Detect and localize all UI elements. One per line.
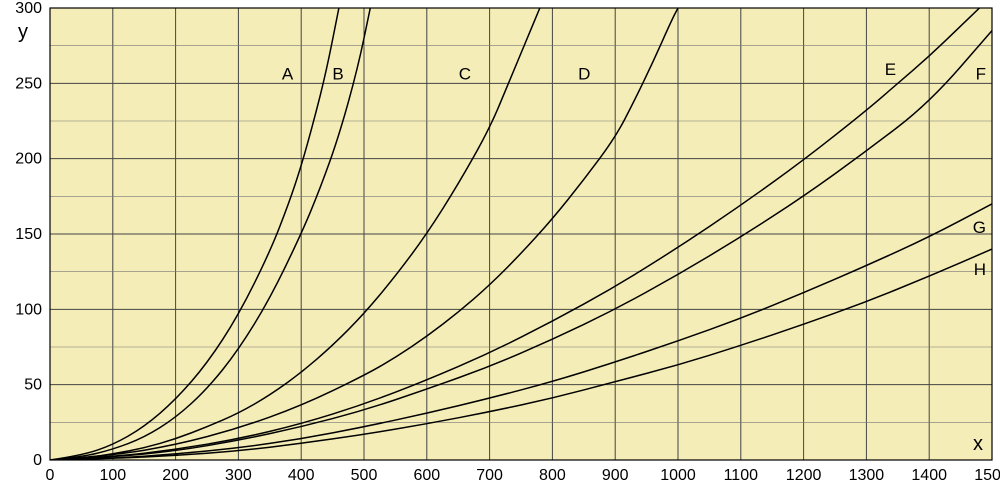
series-label-g: G [973, 218, 986, 237]
y-tick-label: 300 [15, 0, 42, 17]
series-label-b: B [332, 64, 343, 83]
series-label-d: D [578, 64, 590, 83]
series-label-h: H [974, 260, 986, 279]
series-label-e: E [885, 60, 896, 79]
y-tick-label: 50 [24, 377, 42, 394]
x-tick-label: 0 [46, 467, 55, 484]
x-tick-label: 1300 [849, 467, 885, 484]
x-tick-label: 800 [539, 467, 566, 484]
series-label-f: F [976, 64, 986, 83]
series-label-a: A [282, 64, 294, 83]
x-tick-label: 1200 [786, 467, 822, 484]
y-tick-label: 250 [15, 75, 42, 92]
x-tick-label: 300 [225, 467, 252, 484]
line-chart: 0100200300400500600700800900100011001200… [0, 0, 1000, 501]
y-axis-title: y [18, 21, 28, 43]
chart-container: 0100200300400500600700800900100011001200… [0, 0, 1000, 501]
x-tick-label: 700 [476, 467, 503, 484]
y-tick-label: 200 [15, 151, 42, 168]
x-tick-label: 600 [413, 467, 440, 484]
x-tick-label: 500 [351, 467, 378, 484]
x-tick-label: 1000 [660, 467, 696, 484]
y-tick-label: 0 [33, 452, 42, 469]
x-tick-label: 100 [99, 467, 126, 484]
x-axis-title: x [973, 433, 983, 455]
x-tick-label: 1500 [974, 467, 1000, 484]
x-tick-label: 200 [162, 467, 189, 484]
x-tick-label: 900 [602, 467, 629, 484]
series-label-c: C [459, 64, 471, 83]
x-tick-label: 1400 [911, 467, 947, 484]
x-tick-label: 1100 [724, 467, 759, 484]
x-tick-label: 400 [288, 467, 315, 484]
y-tick-label: 150 [15, 226, 42, 243]
y-tick-label: 100 [15, 301, 42, 318]
